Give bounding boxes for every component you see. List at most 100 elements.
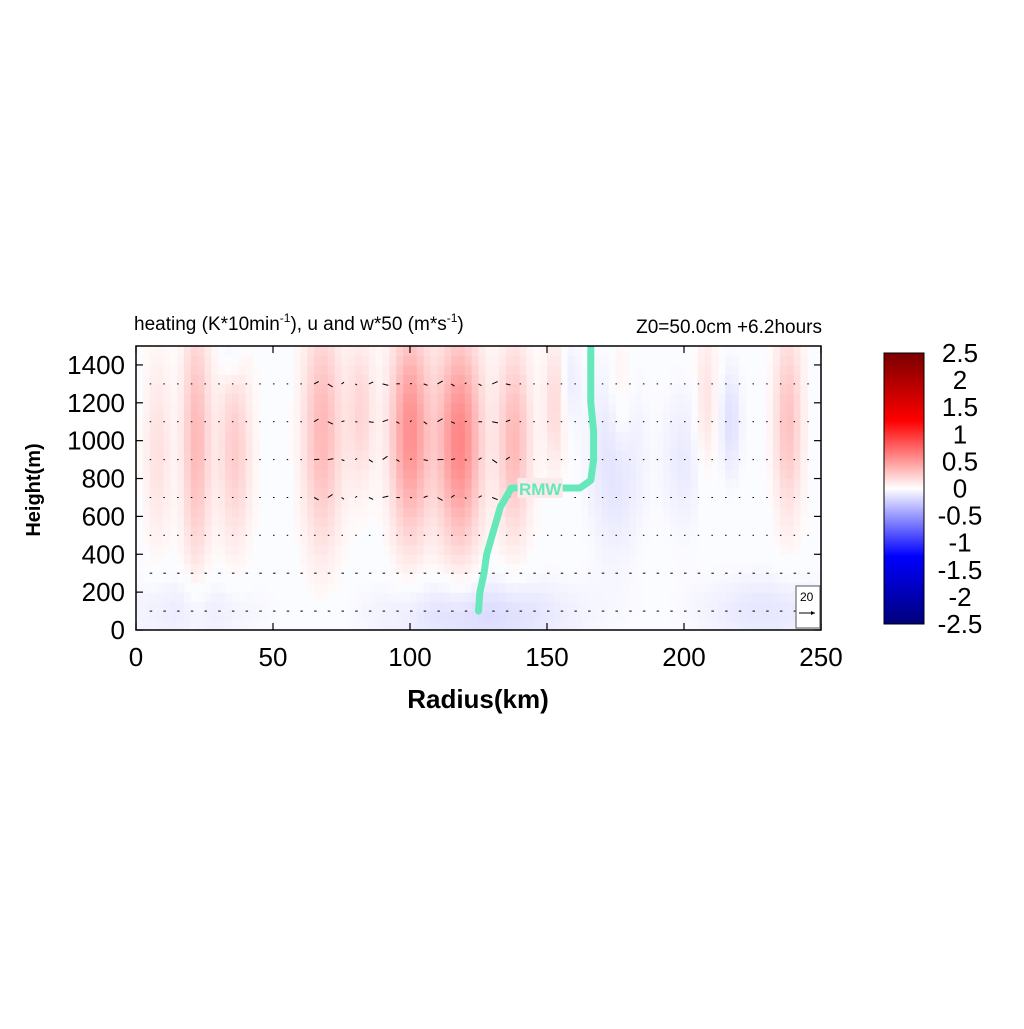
- heating-cell: [780, 488, 787, 498]
- heating-cell: [376, 441, 383, 451]
- heating-cell: [506, 346, 513, 356]
- heating-cell: [348, 602, 355, 612]
- x-tick-label: 200: [662, 642, 705, 672]
- heating-cell: [355, 526, 362, 536]
- heating-cell: [780, 469, 787, 479]
- heating-cell: [150, 497, 157, 507]
- heating-cell: [191, 403, 198, 413]
- heating-cell: [602, 545, 609, 555]
- heating-cell: [739, 602, 746, 612]
- heating-cell: [403, 469, 410, 479]
- heating-cell: [595, 393, 602, 403]
- heating-cell: [410, 545, 417, 555]
- heating-cell: [362, 403, 369, 413]
- heating-cell: [157, 583, 164, 593]
- heating-cell: [163, 545, 170, 555]
- heating-cell: [328, 573, 335, 583]
- heating-cell: [444, 488, 451, 498]
- heating-cell: [670, 365, 677, 375]
- heating-cell: [410, 497, 417, 507]
- heating-cell: [616, 384, 623, 394]
- heating-cell: [725, 441, 732, 451]
- heating-cell: [184, 488, 191, 498]
- heating-cell: [348, 422, 355, 432]
- heating-cell: [410, 573, 417, 583]
- heating-cell: [663, 460, 670, 470]
- heating-cell: [396, 431, 403, 441]
- heating-cell: [389, 355, 396, 365]
- heating-cell: [307, 460, 314, 470]
- heating-cell: [321, 393, 328, 403]
- heating-cell: [773, 583, 780, 593]
- heating-cell: [718, 384, 725, 394]
- heating-cell: [444, 450, 451, 460]
- heating-cell: [451, 573, 458, 583]
- heating-cell: [246, 412, 253, 422]
- heating-cell: [540, 460, 547, 470]
- heating-cell: [691, 611, 698, 621]
- heating-cell: [629, 526, 636, 536]
- heating-cell: [458, 621, 465, 631]
- heating-cell: [431, 497, 438, 507]
- heating-cell: [321, 412, 328, 422]
- heating-cell: [328, 346, 335, 356]
- heating-cell: [157, 374, 164, 384]
- heating-cell: [506, 422, 513, 432]
- heating-cell: [800, 516, 807, 526]
- heating-cell: [451, 441, 458, 451]
- heating-cell: [314, 592, 321, 602]
- heating-cell: [766, 346, 773, 356]
- heating-cell: [307, 431, 314, 441]
- heating-cell: [294, 393, 301, 403]
- heating-cell: [157, 621, 164, 631]
- reference-vector: 20: [796, 586, 820, 628]
- heating-cell: [479, 621, 486, 631]
- heating-cell: [444, 441, 451, 451]
- heating-cell: [362, 384, 369, 394]
- heating-cell: [314, 346, 321, 356]
- heating-cell: [417, 545, 424, 555]
- heating-cell: [629, 583, 636, 593]
- heating-cell: [321, 479, 328, 489]
- heating-cell: [526, 346, 533, 356]
- heating-cell: [191, 488, 198, 498]
- heating-cell: [294, 450, 301, 460]
- heating-cell: [458, 535, 465, 545]
- heating-cell: [746, 621, 753, 631]
- heating-cell: [520, 403, 527, 413]
- heating-cell: [561, 431, 568, 441]
- heating-cell: [424, 516, 431, 526]
- heating-cell: [163, 355, 170, 365]
- heating-cell: [410, 384, 417, 394]
- heating-cell: [499, 346, 506, 356]
- heating-cell: [328, 516, 335, 526]
- heating-cell: [616, 365, 623, 375]
- heating-cell: [294, 346, 301, 356]
- heating-cell: [211, 384, 218, 394]
- heating-cell: [403, 573, 410, 583]
- heating-cell: [389, 460, 396, 470]
- heating-cell: [458, 460, 465, 470]
- heating-cell: [143, 497, 150, 507]
- heating-cell: [506, 460, 513, 470]
- heating-cell: [746, 592, 753, 602]
- heating-cell: [163, 611, 170, 621]
- heating-cell: [348, 497, 355, 507]
- heating-cell: [307, 403, 314, 413]
- heating-cell: [294, 431, 301, 441]
- heating-cell: [622, 374, 629, 384]
- heating-cell: [294, 497, 301, 507]
- heating-cell: [431, 507, 438, 517]
- heating-cell: [184, 526, 191, 536]
- heating-cell: [205, 497, 212, 507]
- heating-cell: [513, 460, 520, 470]
- heating-cell: [184, 384, 191, 394]
- heating-cell: [252, 526, 259, 536]
- heating-cell: [143, 526, 150, 536]
- heating-cell: [389, 602, 396, 612]
- heating-cell: [677, 431, 684, 441]
- heating-cell: [143, 479, 150, 489]
- heating-cell: [369, 384, 376, 394]
- heating-cell: [232, 346, 239, 356]
- heating-cell: [807, 573, 814, 583]
